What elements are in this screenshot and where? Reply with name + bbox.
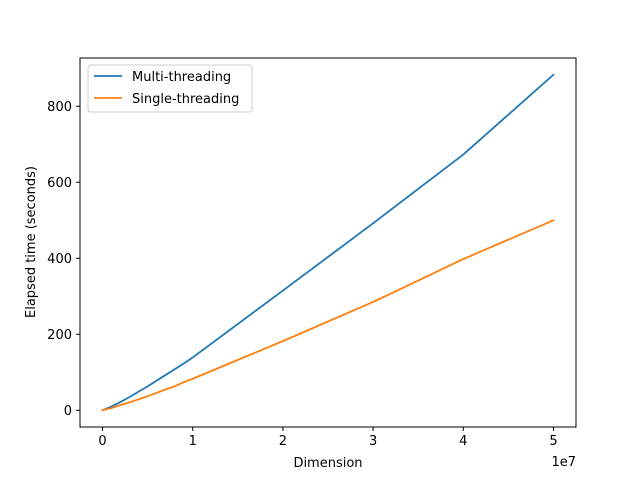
x-tick-label: 1 (189, 434, 197, 449)
x-tick-label: 5 (549, 434, 557, 449)
plot-frame (79, 57, 577, 428)
y-tick-label: 0 (64, 404, 72, 419)
x-axis-ticks: 0 1 2 3 4 5 (98, 427, 558, 449)
y-axis-label: Elapsed time (seconds) (24, 166, 39, 318)
legend: Multi-threading Single-threading (87, 64, 253, 113)
x-tick-label: 2 (279, 434, 287, 449)
x-tick-label: 0 (98, 434, 106, 449)
legend-label-single-threading: Single-threading (132, 92, 239, 107)
y-tick-label: 200 (47, 328, 72, 343)
series-layer (101, 73, 555, 412)
y-tick-label: 800 (47, 100, 72, 115)
y-tick-label: 400 (47, 252, 72, 267)
x-axis-offset-label: 1e7 (551, 455, 576, 470)
x-tick-label: 3 (369, 434, 377, 449)
legend-label-multi-threading: Multi-threading (132, 70, 231, 85)
x-axis-label: Dimension (293, 456, 362, 471)
y-axis-ticks: 0 200 400 600 800 (47, 100, 80, 419)
y-tick-label: 600 (47, 176, 72, 191)
series-line-multi-threading (101, 73, 555, 412)
series-line-single-threading (101, 219, 555, 412)
x-tick-label: 4 (459, 434, 467, 449)
legend-box (87, 64, 253, 113)
